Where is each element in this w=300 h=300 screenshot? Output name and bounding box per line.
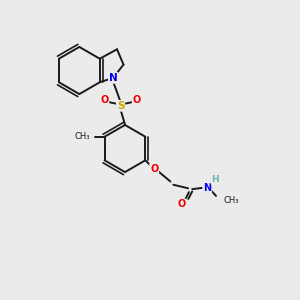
Text: O: O bbox=[178, 200, 186, 209]
Text: O: O bbox=[133, 95, 141, 105]
Text: O: O bbox=[100, 95, 109, 105]
Text: O: O bbox=[150, 164, 158, 173]
Text: CH₃: CH₃ bbox=[74, 132, 90, 141]
Text: S: S bbox=[117, 101, 124, 111]
Text: H: H bbox=[211, 175, 219, 184]
Text: CH₃: CH₃ bbox=[224, 196, 239, 205]
Text: N: N bbox=[203, 183, 211, 193]
Text: N: N bbox=[109, 73, 118, 83]
